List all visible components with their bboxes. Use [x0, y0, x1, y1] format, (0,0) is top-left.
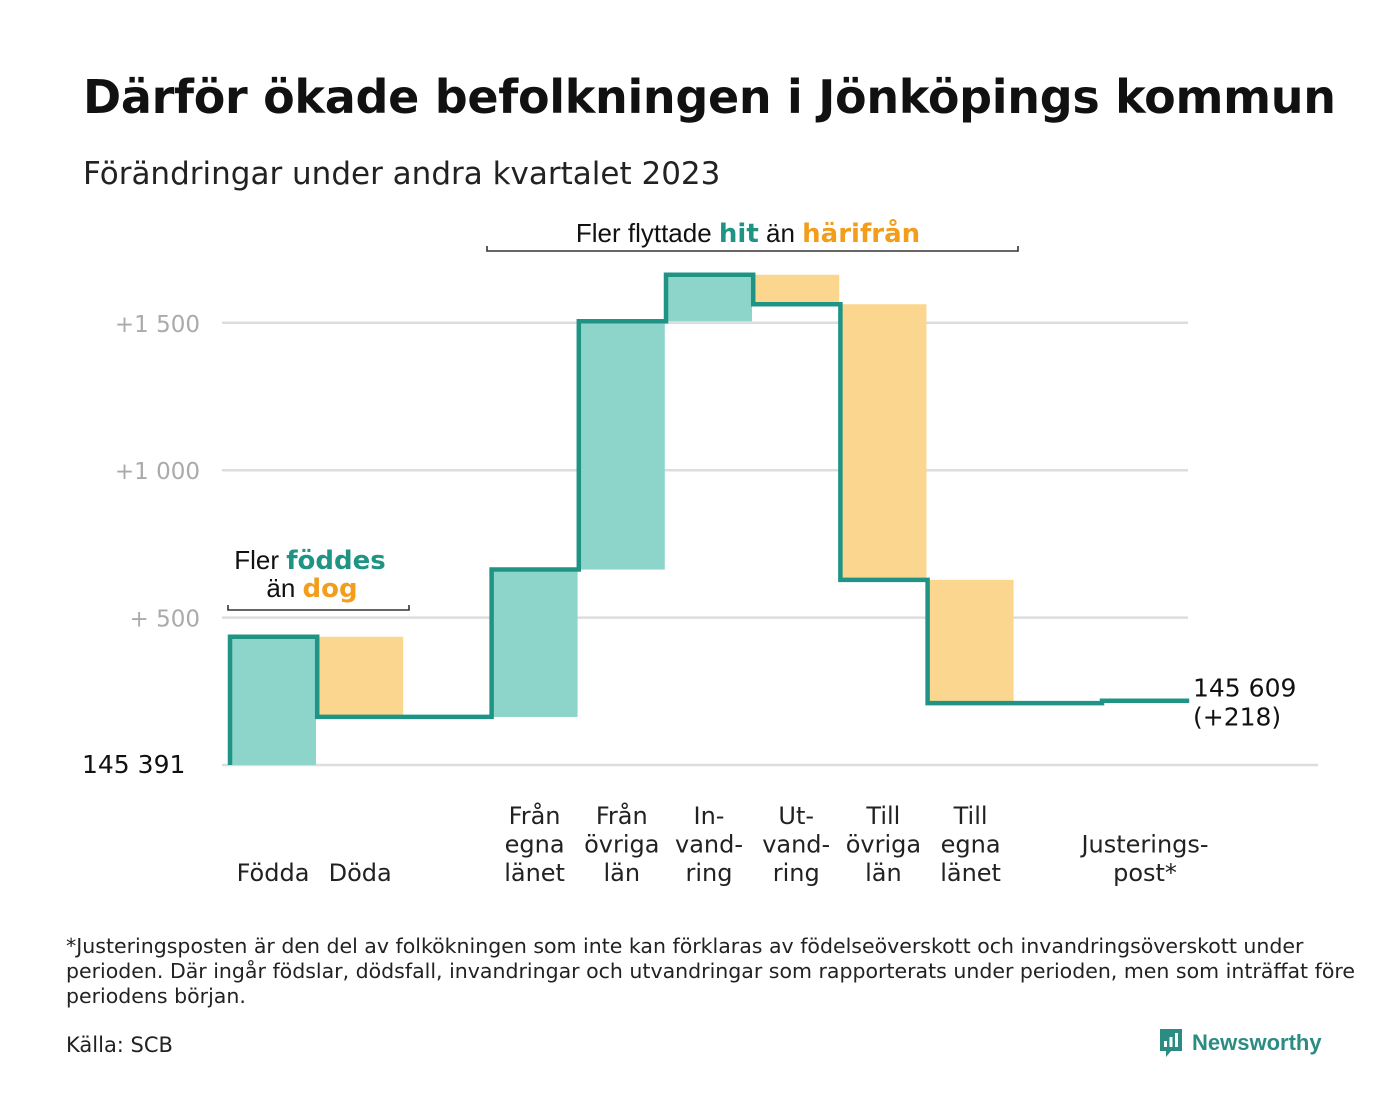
waterfall-bar [578, 321, 665, 570]
category-label: In-vand-ring [675, 802, 743, 887]
y-tick-label: +1 500 [115, 312, 200, 338]
annotation-out-text: dog [303, 574, 358, 604]
category-label: Från övriga län [584, 801, 659, 887]
migration-bracket [486, 246, 1019, 252]
annotation-out-text: härifrån [802, 217, 920, 249]
category-label: Ut-vand-ring [762, 802, 830, 887]
brand-name: Newsworthy [1192, 1030, 1322, 1055]
chart-subtitle: Förändringar under andra kvartalet 2023 [83, 156, 721, 192]
annotation-text: Fler [234, 545, 279, 575]
annotation-text: Fler flyttade [576, 218, 712, 248]
births-annotation-line2: än dog [266, 573, 357, 604]
migration-annotation: Fler flyttade hit än härifrån [576, 217, 920, 249]
births-bracket [227, 605, 410, 611]
y-tick-label: + 500 [130, 607, 200, 633]
waterfall-chart: + 500 +1 000 +1 500 Födda Döda Från egna länet… [82, 217, 1318, 888]
waterfall-bar [753, 274, 840, 305]
category-label: Till egna länet [940, 802, 1001, 887]
y-tick-label: +1 000 [115, 459, 200, 485]
waterfall-bar [491, 569, 578, 717]
category-label: Från egna länet [504, 801, 565, 887]
newsworthy-brand: Newsworthy [1158, 1026, 1322, 1060]
waterfall-bar [317, 636, 404, 717]
annotation-text: än [266, 573, 295, 603]
births-annotation-line1: Fler föddes [234, 545, 386, 576]
running-total-line [227, 272, 1190, 765]
category-label: Döda [329, 859, 392, 887]
category-label: Födda [237, 859, 310, 887]
waterfall-bar [927, 579, 1014, 704]
annotation-in-text: hit [719, 219, 759, 249]
source-note: Källa: SCB [66, 1033, 173, 1057]
start-value-label: 145 391 [82, 750, 185, 779]
category-label: Till övriga län [846, 802, 921, 887]
footnote: *Justeringsposten är den del av folkökni… [66, 934, 1355, 1008]
annotation-text: än [766, 218, 795, 248]
newsworthy-logo-icon [1160, 1029, 1182, 1057]
waterfall-bar [840, 304, 927, 580]
end-value-label: 145 609 [1193, 674, 1296, 703]
category-label: Justerings-post* [1079, 831, 1208, 888]
chart-title: Därför ökade befolkningen i Jönköpings k… [83, 70, 1336, 124]
annotation-in-text: föddes [286, 546, 386, 576]
waterfall-bar [230, 636, 316, 765]
change-value-label: (+218) [1193, 703, 1281, 732]
waterfall-bar [666, 274, 752, 322]
